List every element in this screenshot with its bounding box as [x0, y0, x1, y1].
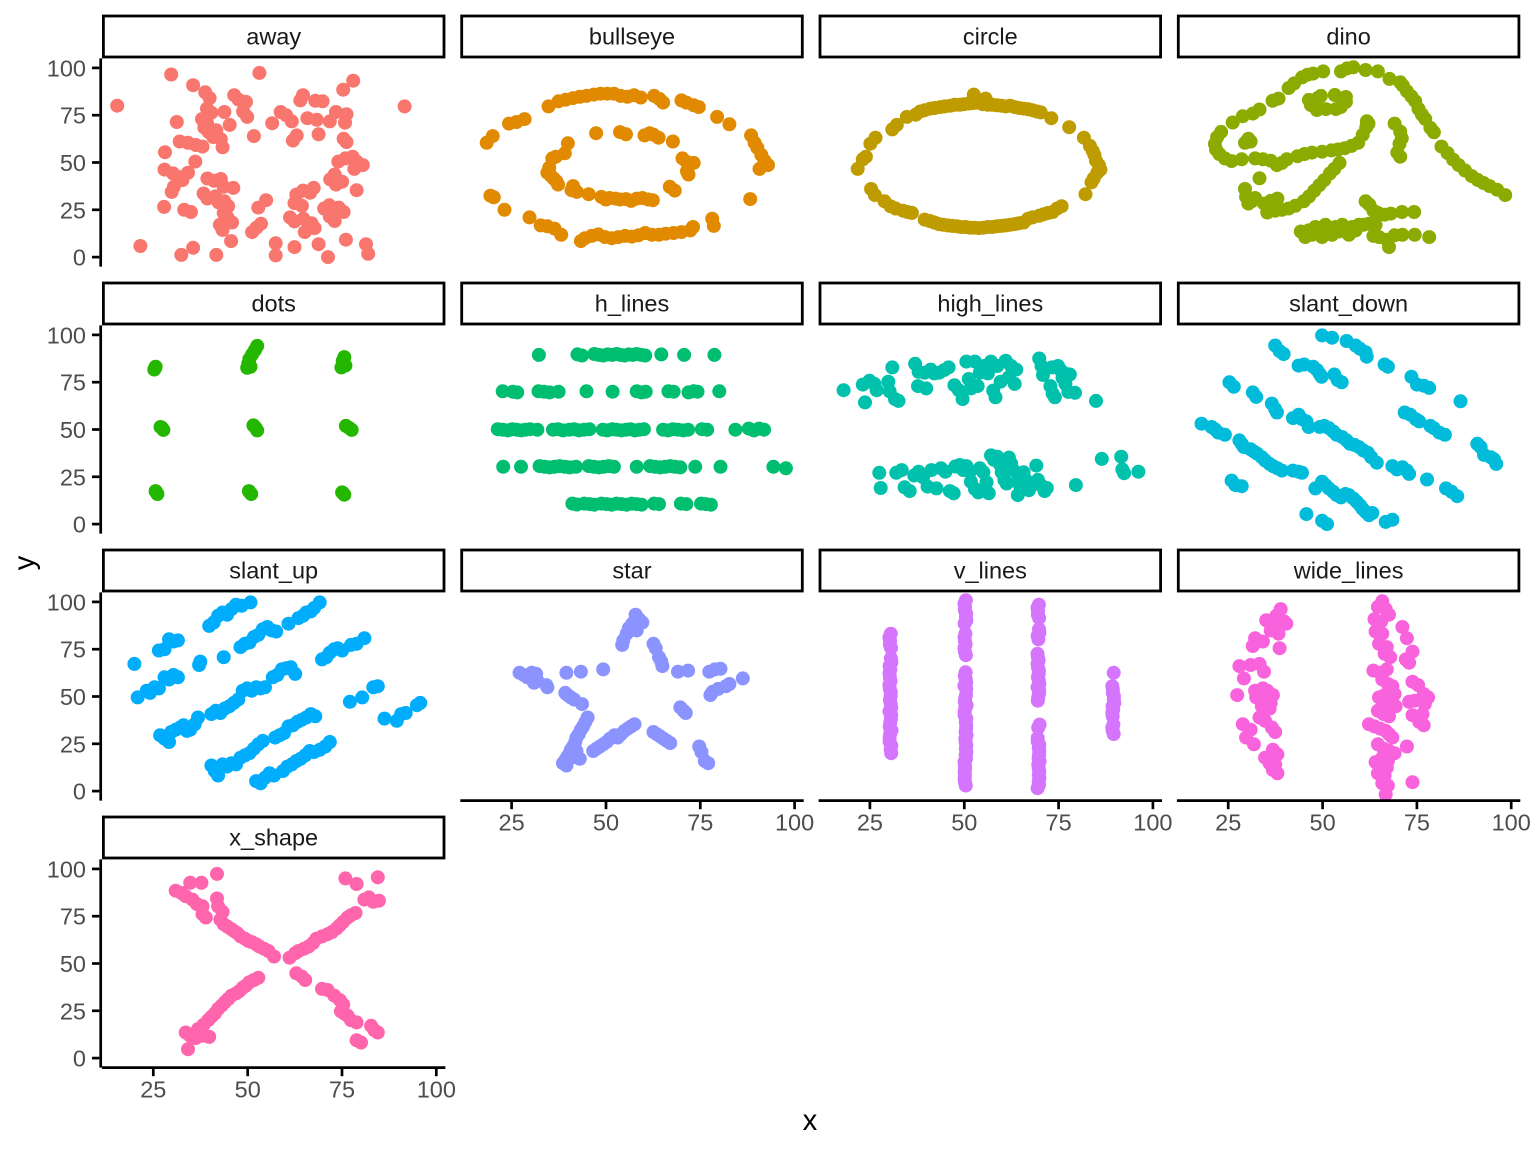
svg-text:75: 75 [1404, 810, 1430, 836]
svg-text:star: star [612, 558, 651, 584]
svg-text:x: x [803, 1104, 818, 1137]
svg-text:75: 75 [60, 637, 86, 663]
svg-text:high_lines: high_lines [937, 291, 1043, 317]
svg-text:50: 50 [60, 150, 86, 176]
svg-text:75: 75 [1046, 810, 1072, 836]
svg-text:25: 25 [60, 197, 86, 223]
svg-text:0: 0 [73, 779, 86, 805]
svg-text:0: 0 [73, 1046, 86, 1072]
svg-text:circle: circle [963, 24, 1018, 50]
svg-text:x_shape: x_shape [229, 825, 318, 851]
svg-text:25: 25 [60, 731, 86, 757]
svg-text:h_lines: h_lines [595, 291, 669, 317]
svg-text:100: 100 [47, 322, 86, 348]
svg-text:75: 75 [60, 103, 86, 129]
svg-text:y: y [8, 555, 41, 570]
svg-text:v_lines: v_lines [954, 558, 1027, 584]
svg-text:50: 50 [1310, 810, 1336, 836]
svg-text:25: 25 [1215, 810, 1241, 836]
svg-text:100: 100 [1492, 810, 1531, 836]
svg-text:75: 75 [60, 904, 86, 930]
svg-text:dots: dots [251, 291, 295, 317]
svg-text:100: 100 [775, 810, 814, 836]
svg-text:50: 50 [60, 684, 86, 710]
svg-text:away: away [246, 24, 301, 50]
svg-text:25: 25 [857, 810, 883, 836]
svg-text:50: 50 [593, 810, 619, 836]
svg-text:100: 100 [47, 55, 86, 81]
svg-text:75: 75 [687, 810, 713, 836]
svg-text:75: 75 [329, 1077, 355, 1103]
svg-text:25: 25 [60, 464, 86, 490]
svg-text:50: 50 [60, 417, 86, 443]
svg-text:0: 0 [73, 245, 86, 271]
svg-text:50: 50 [60, 951, 86, 977]
svg-text:25: 25 [60, 998, 86, 1024]
svg-text:100: 100 [47, 589, 86, 615]
svg-text:0: 0 [73, 512, 86, 538]
svg-text:100: 100 [47, 856, 86, 882]
svg-text:100: 100 [417, 1077, 456, 1103]
svg-text:50: 50 [235, 1077, 261, 1103]
svg-text:75: 75 [60, 370, 86, 396]
svg-text:dino: dino [1326, 24, 1370, 50]
svg-text:wide_lines: wide_lines [1293, 558, 1404, 584]
svg-text:25: 25 [499, 810, 525, 836]
svg-text:50: 50 [951, 810, 977, 836]
svg-text:100: 100 [1133, 810, 1172, 836]
svg-text:25: 25 [140, 1077, 166, 1103]
svg-text:slant_up: slant_up [229, 558, 318, 584]
svg-text:bullseye: bullseye [589, 24, 675, 50]
svg-text:slant_down: slant_down [1289, 291, 1408, 317]
